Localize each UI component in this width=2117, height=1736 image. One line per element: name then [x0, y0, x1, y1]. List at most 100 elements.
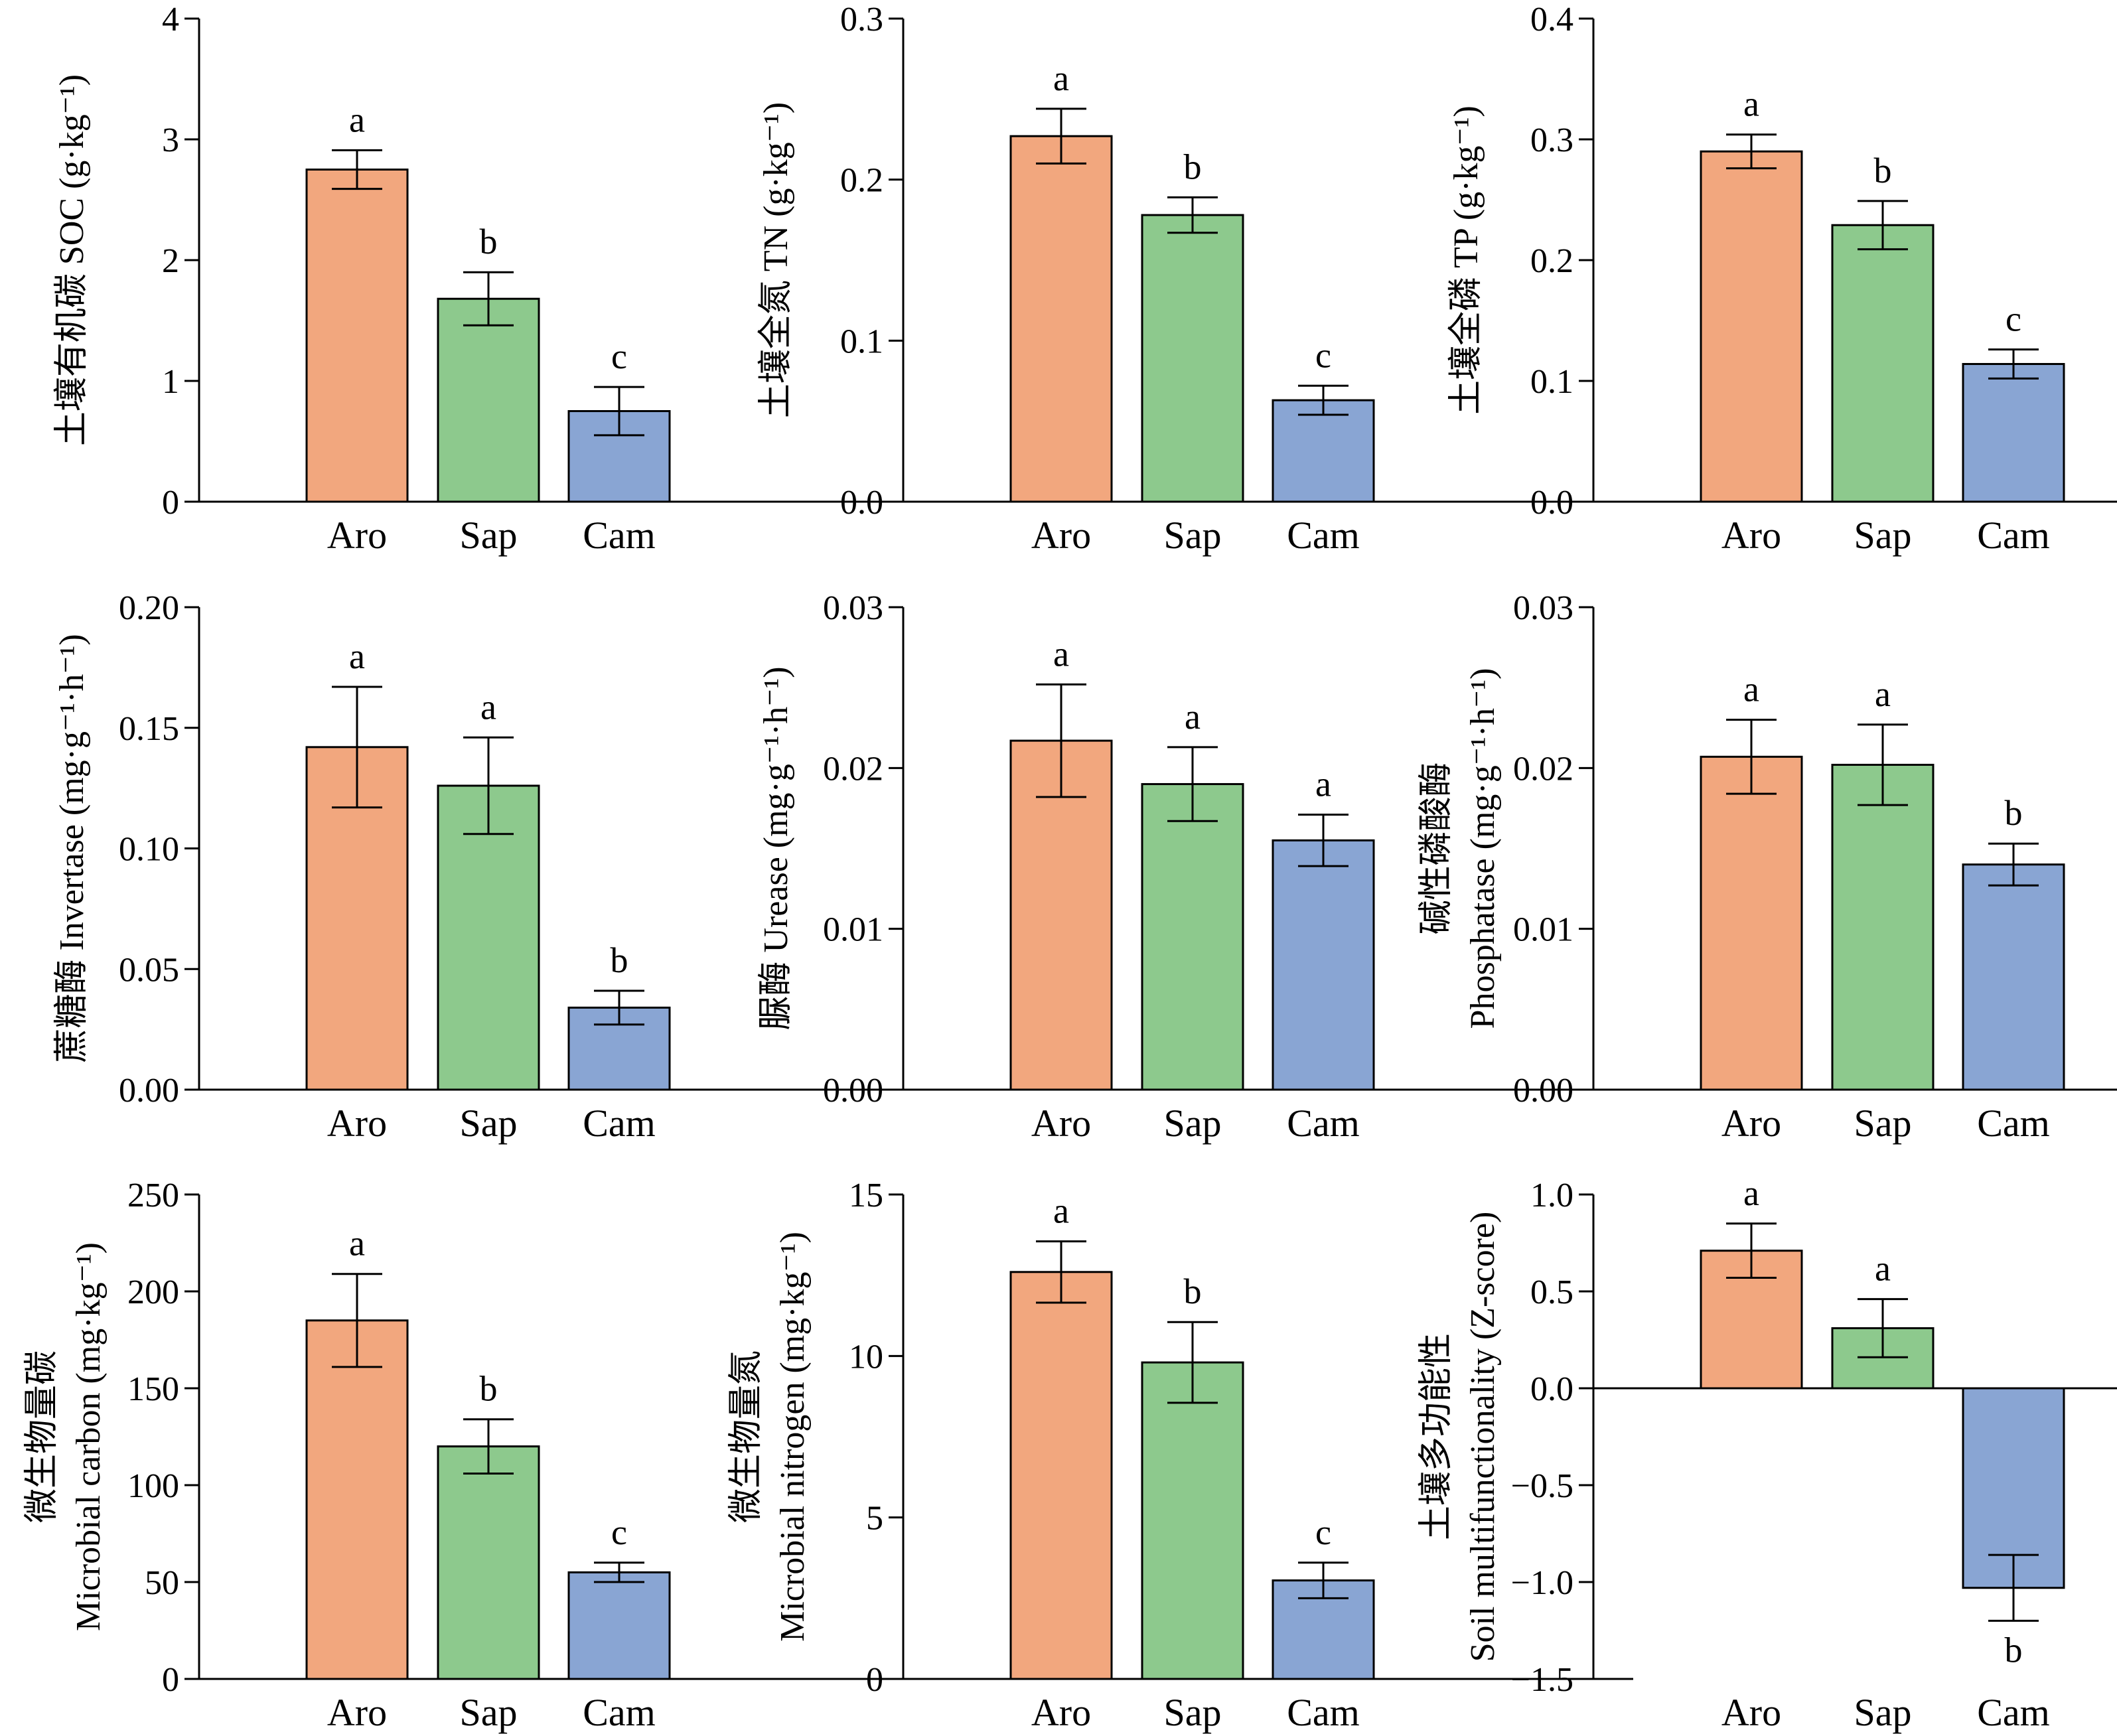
y-tick-label: 0.02 [1513, 750, 1573, 788]
bar-sap [437, 1445, 540, 1680]
y-axis-label: 微生物量碳 [23, 1350, 61, 1523]
y-tick-label: 0.10 [119, 831, 179, 869]
significance-letter: c [2006, 299, 2021, 339]
y-axis-label: Phosphatase (mg·g⁻¹·h⁻¹) [1464, 668, 1502, 1029]
category-label: Sap [1854, 1102, 1912, 1145]
significance-letter: b [1184, 1271, 1202, 1311]
bar-cam [1272, 839, 1375, 1091]
bar-sap [1141, 214, 1244, 503]
y-axis-label: 土壤有机碳 SOC (g·kg⁻¹) [53, 74, 91, 446]
category-label: Cam [1977, 514, 2050, 557]
significance-letter: c [611, 336, 627, 376]
y-tick-label: 10 [849, 1338, 883, 1376]
y-tick-label: 0.4 [1530, 1, 1573, 38]
bar-sap [1831, 763, 1935, 1091]
bar-sap [437, 784, 540, 1091]
significance-letter: a [1875, 1249, 1891, 1289]
y-axis-label: 碱性磷酸酶 [1418, 762, 1455, 934]
significance-letter: b [2005, 1630, 2023, 1670]
bar-cam [1962, 863, 2065, 1091]
y-axis-label: 土壤全氮 TN (g·kg⁻¹) [757, 102, 795, 418]
significance-letter: a [1053, 634, 1069, 674]
y-axis-label: Soil multifunctionality (Z-score) [1464, 1212, 1502, 1662]
bar-aro [305, 169, 409, 503]
y-tick-label: 0.00 [1513, 1072, 1573, 1110]
significance-letter: c [611, 1512, 627, 1552]
y-tick-label: 0.03 [823, 589, 883, 627]
y-tick-label: 0.01 [1513, 911, 1573, 949]
y-tick-label: 0.00 [823, 1072, 883, 1110]
y-tick-label: 0.1 [1530, 363, 1573, 401]
y-tick-label: 5 [866, 1500, 883, 1538]
category-label: Sap [1854, 514, 1912, 557]
significance-letter: b [480, 222, 498, 261]
category-label: Aro [327, 514, 387, 557]
y-tick-label: 0.2 [840, 162, 883, 200]
category-label: Sap [1164, 514, 1222, 557]
y-tick-label: 0.3 [1530, 121, 1573, 159]
category-label: Aro [1721, 514, 1781, 557]
significance-letter: b [611, 940, 628, 980]
category-label: Aro [1031, 1102, 1091, 1145]
category-label: Cam [1977, 1691, 2050, 1734]
y-axis-label: 脲酶 Urease (mg·g⁻¹·h⁻¹) [757, 666, 795, 1030]
bar-sap [437, 297, 540, 503]
y-tick-label: 0.20 [119, 589, 179, 627]
y-tick-label: 15 [849, 1177, 883, 1214]
significance-letter: a [1743, 84, 1759, 124]
y-tick-label: −0.5 [1511, 1467, 1573, 1505]
significance-letter: a [1053, 58, 1069, 98]
y-axis-label: Microbial nitrogen (mg·kg⁻¹) [774, 1232, 812, 1642]
y-tick-label: 0.0 [840, 484, 883, 522]
category-label: Sap [460, 1691, 518, 1734]
category-label: Cam [1977, 1102, 2050, 1145]
category-label: Cam [583, 514, 656, 557]
category-label: Sap [1164, 1102, 1222, 1145]
category-label: Cam [1287, 1102, 1360, 1145]
y-tick-label: 3 [162, 121, 179, 159]
significance-letter: a [1185, 697, 1201, 737]
bar-cam [567, 1571, 671, 1680]
significance-letter: a [349, 636, 365, 676]
significance-letter: a [1743, 670, 1759, 709]
significance-letter: b [1184, 147, 1202, 186]
y-tick-label: −1.0 [1511, 1564, 1573, 1602]
significance-letter: a [349, 1224, 365, 1264]
y-tick-label: 250 [127, 1177, 179, 1214]
category-label: Sap [1164, 1691, 1222, 1734]
category-label: Sap [460, 514, 518, 557]
y-tick-label: 150 [127, 1370, 179, 1408]
y-axis-label: 土壤全磷 TP (g·kg⁻¹) [1447, 106, 1485, 415]
bar-aro [1700, 150, 1803, 503]
category-label: Aro [1721, 1691, 1781, 1734]
chart-panel-4: a Aro a Sap b Cam 0.00 0.05 0.10 0.15 0.20 蔗糖酶 Inve… [53, 589, 929, 1145]
y-tick-label: 0.00 [119, 1072, 179, 1110]
y-axis-label: 微生物量氮 [727, 1350, 765, 1523]
bar-aro [1009, 135, 1113, 503]
y-tick-label: −1.5 [1511, 1661, 1573, 1699]
significance-letter: a [349, 100, 365, 139]
y-tick-label: 0.5 [1530, 1273, 1573, 1311]
y-tick-label: 0.05 [119, 951, 179, 989]
category-label: Aro [1031, 1691, 1091, 1734]
y-tick-label: 1 [162, 363, 179, 401]
y-tick-label: 0.2 [1530, 242, 1573, 280]
y-tick-label: 100 [127, 1467, 179, 1505]
significance-letter: b [2005, 793, 2023, 833]
y-axis-label: 土壤多功能性 [1418, 1333, 1455, 1540]
category-label: Cam [1287, 514, 1360, 557]
y-axis-label: Microbial carbon (mg·kg⁻¹) [70, 1242, 108, 1631]
chart-panel-2: a Aro b Sap c Cam 0.0 0.1 0.2 0.3 土壤全氮 TN (g·kg⁻¹) [757, 1, 1633, 557]
y-tick-label: 0 [162, 484, 179, 522]
bar-sap [1141, 1361, 1244, 1680]
y-tick-label: 0.0 [1530, 1370, 1573, 1408]
significance-letter: c [1315, 335, 1331, 375]
y-tick-label: 0 [162, 1661, 179, 1699]
significance-letter: b [480, 1369, 498, 1409]
chart-panel-6: a Aro a Sap b Cam 0.00 0.01 0.02 0.03 碱性磷酸酶 Phospha… [1418, 589, 2117, 1145]
category-label: Cam [583, 1102, 656, 1145]
y-tick-label: 50 [145, 1564, 179, 1602]
significance-letter: c [1315, 1512, 1331, 1552]
category-label: Aro [327, 1691, 387, 1734]
